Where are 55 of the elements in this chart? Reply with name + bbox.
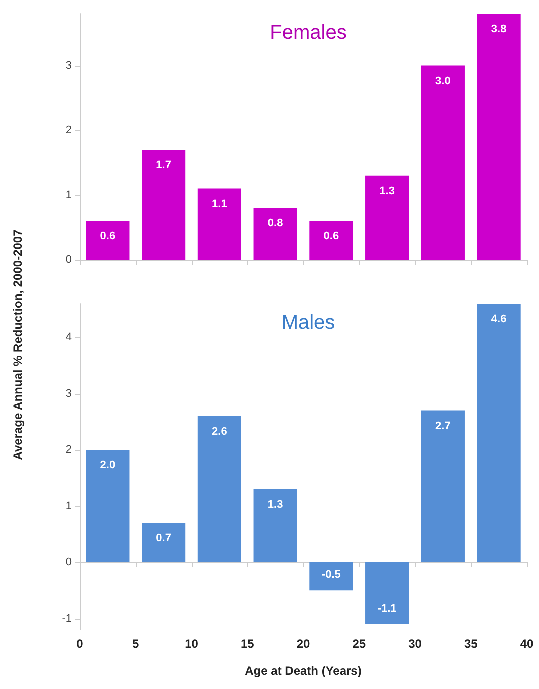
bar [198, 416, 242, 563]
bar [421, 410, 465, 563]
bar [142, 523, 186, 563]
bar [477, 304, 521, 563]
data-label: 3.8 [491, 24, 507, 36]
bar [366, 562, 410, 624]
x-tick-label: 15 [240, 637, 255, 651]
chart-title: Females [270, 22, 347, 44]
data-label: 1.3 [380, 185, 395, 198]
bar [366, 176, 410, 260]
chart-title: Males [282, 312, 336, 334]
bar [254, 489, 298, 563]
y-tick-label: 0 [66, 556, 72, 569]
data-label: 0.7 [156, 532, 172, 545]
data-label: 2.6 [212, 426, 228, 438]
bar [310, 562, 354, 591]
bar [310, 221, 354, 260]
y-axis-title: Average Annual % Reduction, 2000-2007 [11, 230, 25, 460]
y-tick-label: 1 [66, 500, 72, 512]
x-tick-label: 40 [520, 637, 534, 651]
x-tick-label: 30 [408, 637, 422, 651]
y-tick-label: 2 [66, 124, 72, 137]
data-label: 2.0 [100, 460, 116, 472]
y-tick-label: 0 [66, 254, 72, 266]
data-label: 1.3 [268, 498, 284, 511]
bar [477, 14, 521, 260]
data-label: 0.8 [268, 218, 284, 230]
x-tick-label: 35 [464, 637, 478, 651]
x-tick-label: 25 [352, 637, 366, 651]
bar [198, 188, 242, 260]
data-label: 4.6 [491, 314, 507, 326]
data-label: 3.0 [436, 75, 451, 88]
data-label: -1.1 [378, 602, 397, 615]
y-tick-label: 3 [66, 388, 72, 400]
x-tick-label: 20 [296, 637, 310, 651]
bar [142, 150, 186, 260]
bar [86, 450, 130, 563]
data-label: 0.6 [324, 230, 340, 243]
y-tick-label: 4 [66, 332, 72, 344]
y-tick-label: 1 [66, 189, 72, 202]
data-label: 2.7 [436, 420, 451, 432]
bar [86, 221, 130, 260]
bar [421, 66, 465, 260]
x-axis-title: Age at Death (Years) [245, 664, 362, 678]
data-label: -0.5 [322, 569, 341, 582]
y-tick-label: 3 [66, 60, 72, 72]
data-label: 0.6 [100, 230, 116, 243]
x-tick-label: 5 [132, 637, 140, 651]
data-label: 1.7 [156, 159, 172, 172]
y-tick-label: 2 [66, 444, 72, 456]
x-tick-label: 0 [76, 637, 84, 651]
x-tick-label: 10 [185, 637, 199, 651]
y-tick-label: -1 [62, 612, 72, 625]
data-label: 1.1 [212, 198, 228, 210]
bar [254, 208, 298, 260]
